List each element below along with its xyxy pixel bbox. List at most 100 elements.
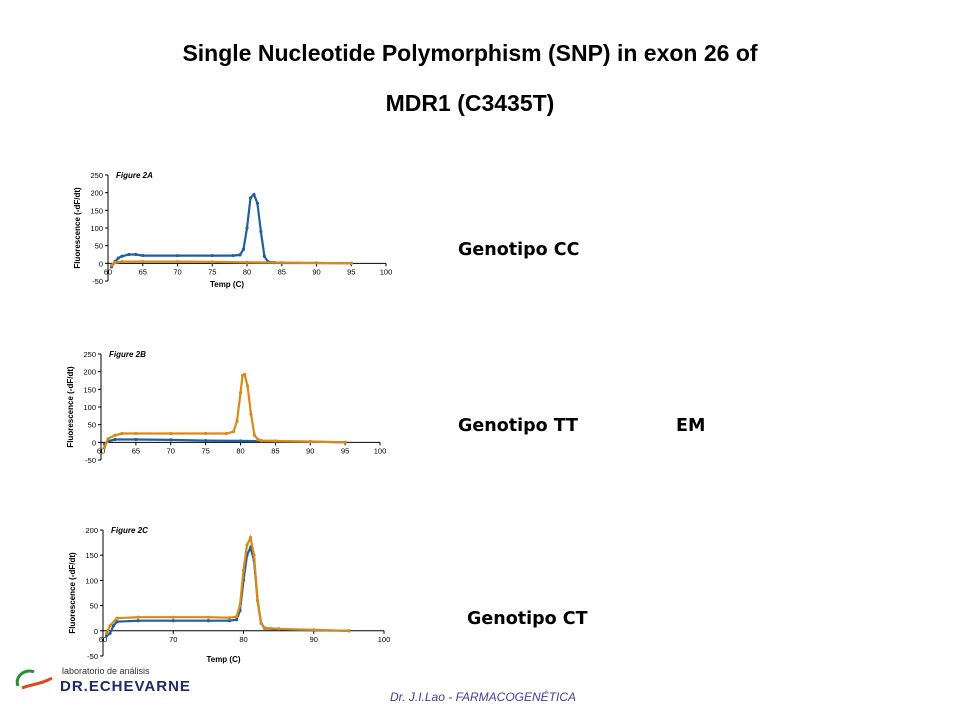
data-point (141, 253, 145, 258)
data-point (252, 553, 256, 557)
y-axis-label: Fluorescence (-dF/dt) (73, 187, 82, 269)
data-point (171, 619, 175, 623)
y-tick-label: 150 (85, 551, 98, 560)
data-point (259, 229, 263, 234)
data-point (255, 598, 260, 603)
em-label: EM (676, 416, 706, 436)
x-tick-label: 100 (380, 267, 393, 276)
data-point (116, 256, 121, 260)
data-point (206, 619, 210, 623)
y-tick-label: 0 (92, 438, 96, 447)
x-tick-label: 90 (306, 446, 314, 455)
genotype-ct-label: Genotipo CT (467, 609, 588, 629)
x-tick-label: 85 (271, 446, 279, 455)
x-tick-label: 85 (278, 267, 286, 276)
y-axis-label: Fluorescence (-dF/dt) (68, 552, 77, 634)
data-point (252, 192, 256, 197)
figure-label: Figure 2A (116, 171, 153, 180)
figure-label: Figure 2C (111, 526, 148, 535)
data-point (259, 621, 263, 625)
page-title-line-2: MDR1 (C3435T) (385, 90, 555, 116)
x-tick-label: 70 (169, 635, 177, 644)
series-line (110, 192, 352, 268)
data-point (204, 438, 208, 443)
data-point (249, 412, 253, 416)
data-point (256, 437, 260, 442)
data-point (136, 615, 140, 619)
logo-swoosh-green (15, 669, 35, 687)
y-tick-label: 100 (85, 576, 98, 585)
data-point (245, 226, 249, 230)
x-axis-label: Temp (C) (206, 655, 240, 664)
data-point (312, 628, 316, 632)
x-tick-label: 95 (341, 446, 349, 455)
data-point (108, 624, 112, 628)
x-tick-label: 80 (243, 267, 251, 276)
data-point (115, 616, 119, 620)
x-tick-label: 70 (167, 446, 175, 455)
data-point (210, 253, 214, 258)
x-tick-label: 90 (312, 267, 320, 276)
figure-label: Figure 2B (109, 350, 146, 359)
data-point (210, 260, 214, 264)
data-point (127, 252, 131, 257)
data-point (175, 259, 180, 264)
data-point (113, 261, 117, 265)
data-point (252, 433, 257, 437)
data-point (169, 431, 173, 436)
data-point (262, 626, 267, 630)
data-point (273, 439, 277, 443)
data-point (308, 440, 312, 444)
data-point (238, 253, 242, 257)
data-point (227, 619, 232, 623)
data-point (347, 629, 351, 633)
x-tick-label: 60 (104, 267, 112, 276)
y-tick-label: 250 (83, 350, 96, 359)
y-tick-label: 0 (94, 627, 98, 636)
chart-1: -50 0 50 100 150 200 250 60 65 70 75 80 85 90 95 100 Fig… (73, 171, 392, 289)
y-tick-label: 100 (90, 224, 103, 233)
y-tick-label: 100 (83, 403, 96, 412)
data-point (349, 261, 353, 265)
data-point (262, 254, 266, 258)
y-tick-label: 200 (90, 189, 103, 198)
series-line (105, 544, 349, 637)
data-point (238, 391, 243, 395)
data-point (113, 437, 117, 442)
x-tick-label: 70 (173, 267, 181, 276)
y-tick-label: -50 (87, 652, 98, 661)
y-tick-label: -50 (85, 456, 96, 465)
data-point (104, 631, 109, 635)
logo-swoosh-orange (21, 676, 53, 690)
genotype-tt-label: Genotipo TT (458, 416, 578, 436)
logo-subtitle: laboratorio de análisis (62, 666, 150, 676)
y-tick-label: 150 (83, 385, 96, 394)
x-tick-label: 80 (236, 446, 244, 455)
x-tick-label: 100 (378, 635, 391, 644)
page-title-line-1: Single Nucleotide Polymorphism (SNP) in … (182, 40, 758, 66)
data-point (134, 431, 138, 436)
data-point (206, 615, 210, 619)
data-point (231, 253, 235, 258)
data-point (136, 619, 140, 623)
data-point (314, 261, 319, 265)
x-tick-label: 65 (139, 267, 147, 276)
data-point (224, 431, 229, 436)
chart-2: -50 0 50 100 150 200 250 60 65 70 75 80 85 90 95 100 Fig… (66, 350, 386, 465)
y-tick-label: 50 (95, 242, 103, 251)
data-point (280, 261, 284, 265)
y-tick-label: 200 (83, 368, 96, 377)
data-point (245, 543, 249, 547)
data-point (277, 627, 281, 631)
data-point (104, 634, 109, 638)
y-tick-label: 50 (90, 602, 98, 611)
data-point (134, 437, 138, 442)
data-point (102, 446, 107, 450)
data-point (175, 253, 180, 258)
data-point (113, 433, 117, 437)
series-line (110, 260, 352, 266)
data-point (231, 430, 236, 434)
data-point (255, 201, 260, 205)
data-point (234, 615, 239, 619)
x-tick-label: 65 (132, 446, 140, 455)
